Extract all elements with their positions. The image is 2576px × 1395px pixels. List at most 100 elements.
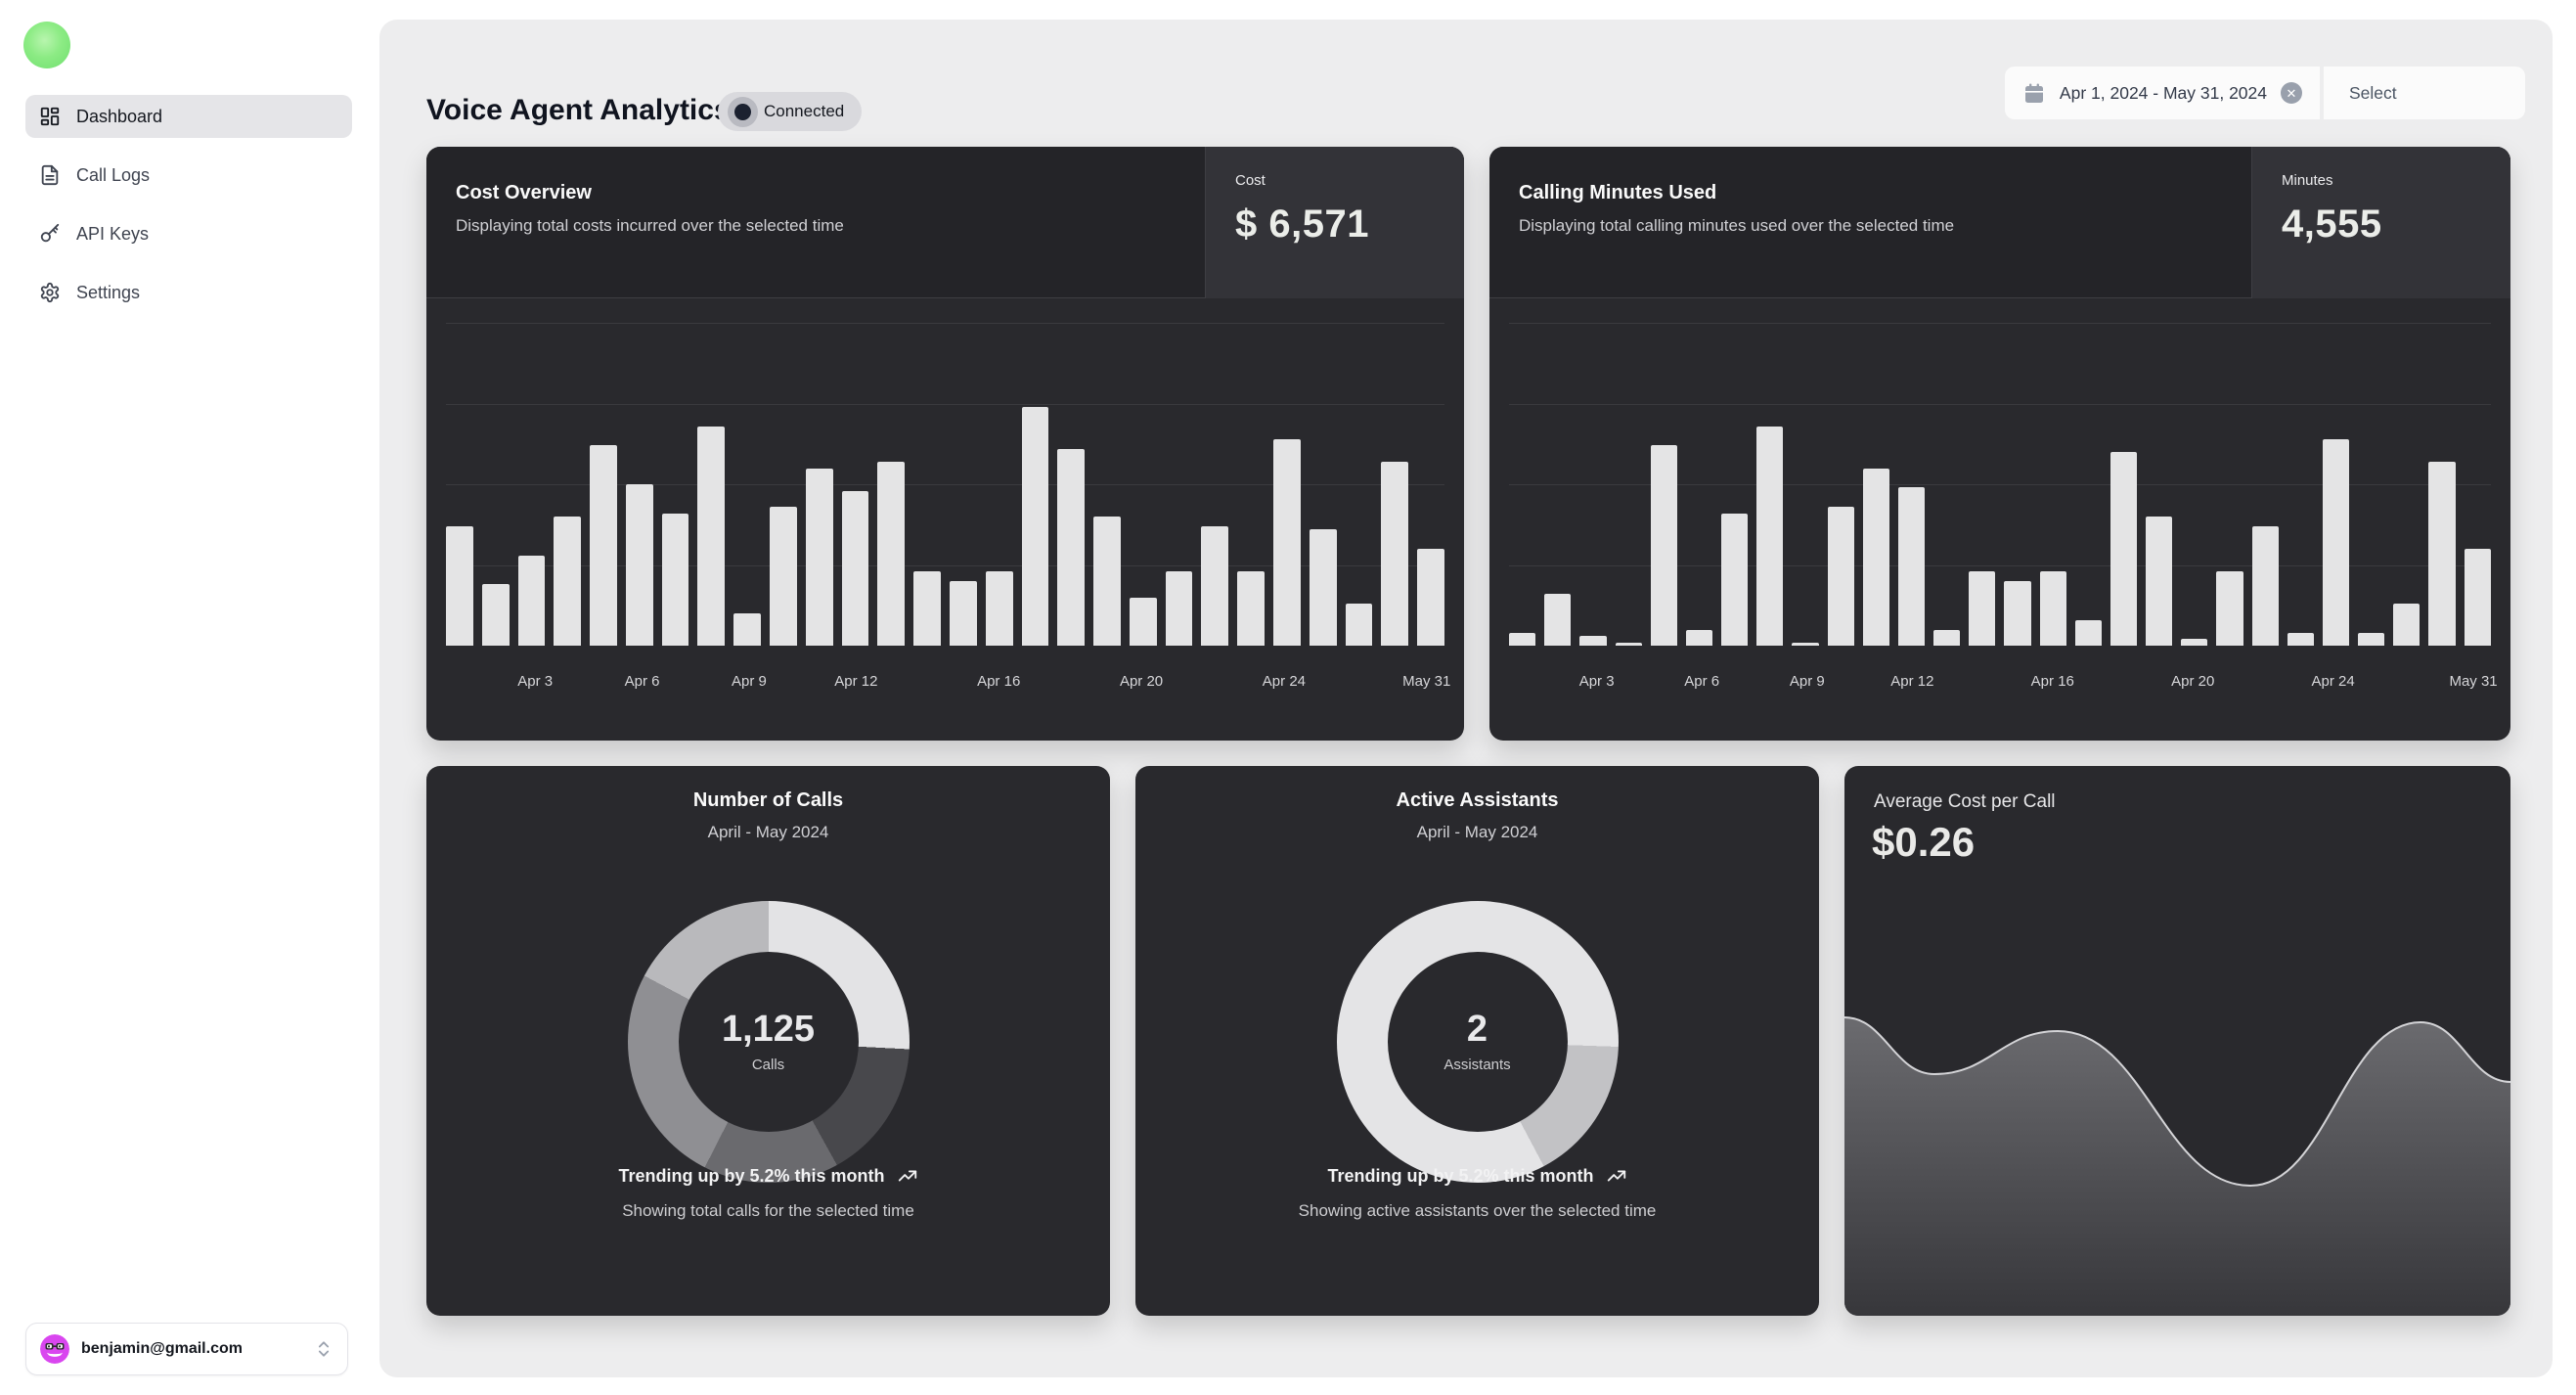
x-axis-tick-label: May 31 — [2449, 673, 2498, 690]
status-label: Connected — [764, 102, 845, 120]
bar — [2146, 517, 2173, 646]
bar — [733, 613, 762, 646]
sidebar-item-label: API Keys — [76, 223, 150, 244]
x-axis-tick-label: Apr 6 — [1684, 673, 1720, 690]
bar — [2216, 571, 2243, 646]
card-footnote: Showing active assistants over the selec… — [1298, 1201, 1657, 1220]
average-cost-area-chart — [1844, 1016, 2510, 1316]
bar — [1650, 445, 1677, 646]
user-avatar — [40, 1334, 69, 1364]
gridline — [1509, 564, 2491, 566]
sidebar-item-label: Settings — [76, 282, 141, 302]
bar — [446, 525, 473, 646]
sidebar-item-settings[interactable]: Settings — [25, 271, 352, 314]
sidebar-item-dashboard[interactable]: Dashboard — [25, 95, 352, 138]
sidebar-nav: Dashboard Call Logs API Keys Settings — [25, 95, 352, 314]
bar — [2181, 639, 2208, 646]
stat-value: 4,555 — [2282, 202, 2382, 246]
bar — [2393, 604, 2421, 646]
bar — [517, 555, 546, 646]
trend-text: Trending up by 5.2% this month — [618, 1165, 885, 1186]
bar — [1544, 594, 1572, 646]
date-select-button[interactable]: Select — [2324, 67, 2525, 119]
bar — [1756, 426, 1784, 646]
x-circle-icon[interactable]: ✕ — [2281, 82, 2302, 104]
bar — [770, 507, 797, 646]
bar — [1615, 642, 1642, 646]
bar — [877, 461, 906, 646]
bar — [2428, 461, 2456, 646]
average-cost-card: Average Cost per Call $0.26 — [1844, 766, 2510, 1316]
bar — [2322, 438, 2350, 646]
active-assistants-card: Active Assistants April - May 2024 2 Ass… — [1135, 766, 1819, 1316]
cost-overview-header: Cost Overview Displaying total costs inc… — [426, 147, 1464, 298]
stat-value: $ 6,571 — [1235, 202, 1369, 246]
bar — [2251, 525, 2279, 646]
card-title: Calling Minutes Used — [1519, 182, 1717, 203]
bar — [2287, 632, 2314, 646]
bar — [2464, 549, 2491, 646]
bar — [1165, 571, 1193, 646]
gridline — [1509, 323, 2491, 324]
bar — [625, 484, 653, 646]
bar — [481, 584, 510, 646]
gridline — [446, 484, 1444, 485]
bar — [913, 571, 941, 646]
calling-minutes-card: Calling Minutes Used Displaying total ca… — [1489, 147, 2510, 741]
bar — [1021, 406, 1049, 646]
card-title: Cost Overview — [456, 182, 592, 203]
bar — [1237, 571, 1265, 646]
x-axis-tick-label: Apr 9 — [732, 673, 767, 690]
x-axis-tick-label: Apr 9 — [1789, 673, 1825, 690]
bar — [805, 468, 833, 646]
x-axis-tick-label: Apr 12 — [1890, 673, 1934, 690]
gridline — [446, 323, 1444, 324]
bar — [1721, 513, 1749, 646]
connected-status-badge[interactable]: Connected — [718, 92, 863, 131]
date-range-display[interactable]: Apr 1, 2024 - May 31, 2024 ✕ — [2004, 67, 2320, 119]
trend-text: Trending up by 5.2% this month — [1327, 1165, 1594, 1186]
date-range-widget: Apr 1, 2024 - May 31, 2024 ✕ Select — [2004, 67, 2525, 119]
bar — [1201, 525, 1229, 646]
bar — [1969, 571, 1996, 646]
stat-label: Cost — [1235, 172, 1266, 189]
calls-donut-chart — [627, 901, 910, 1183]
bar — [949, 581, 977, 646]
select-label: Select — [2349, 82, 2397, 103]
sidebar-item-api-keys[interactable]: API Keys — [25, 212, 352, 255]
sidebar-item-label: Dashboard — [76, 106, 163, 126]
user-account-button[interactable]: benjamin@gmail.com — [25, 1323, 348, 1375]
trending-up-icon — [898, 1170, 916, 1182]
bar — [1897, 487, 1926, 646]
calling-minutes-header: Calling Minutes Used Displaying total ca… — [1489, 147, 2510, 298]
donut-center-label: Calls — [751, 1057, 785, 1073]
file-text-icon — [41, 164, 59, 186]
main-content: Voice Agent Analytics Connected Apr 1, 2… — [379, 20, 2553, 1377]
bar — [985, 571, 1013, 646]
x-axis-tick-label: Apr 24 — [1262, 673, 1307, 690]
gridline — [446, 403, 1444, 405]
bar — [661, 513, 689, 646]
user-email: benjamin@gmail.com — [81, 1340, 243, 1357]
bar — [841, 490, 869, 646]
bar — [1272, 438, 1301, 646]
card-title: Number of Calls — [692, 789, 844, 811]
bar — [2004, 581, 2031, 646]
bar — [1685, 629, 1713, 646]
bar — [697, 426, 726, 646]
trending-up-icon — [1607, 1170, 1625, 1182]
number-of-calls-card: Number of Calls April - May 2024 1,125 C… — [426, 766, 1110, 1316]
donut-center-value: 1,125 — [721, 1009, 816, 1050]
card-subtitle: April - May 2024 — [707, 823, 829, 841]
bar — [1579, 636, 1607, 646]
bar — [1862, 468, 1889, 646]
sidebar: Dashboard Call Logs API Keys Settings be… — [0, 0, 379, 1395]
sidebar-item-call-logs[interactable]: Call Logs — [25, 154, 352, 197]
gear-icon — [40, 282, 60, 303]
x-axis-tick-label: Apr 20 — [1119, 673, 1164, 690]
sidebar-item-label: Call Logs — [76, 164, 151, 185]
minutes-stat-panel: Minutes 4,555 — [2251, 147, 2510, 298]
bar — [1827, 507, 1854, 646]
bar — [1417, 549, 1444, 646]
stat-label: Minutes — [2282, 172, 2333, 189]
